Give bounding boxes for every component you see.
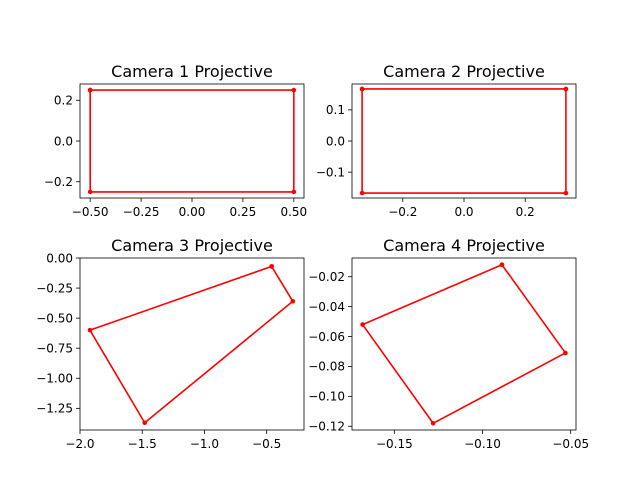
y-tick-label: −0.12 <box>308 420 345 434</box>
y-tick-label: 0.0 <box>326 134 345 148</box>
y-tick-label: 0.2 <box>54 94 73 108</box>
y-tick-label: −0.2 <box>44 175 73 189</box>
x-tick-label: 0.2 <box>516 205 535 219</box>
y-tick-label: −0.1 <box>316 165 345 179</box>
subplot-camera-3: Camera 3 Projective −2.0 −1.5 −1.0 −0.5 0.00… <box>36 236 305 451</box>
data-point <box>360 322 365 327</box>
y-tick-label: 0.1 <box>326 103 345 117</box>
subplot-title: Camera 4 Projective <box>383 236 545 255</box>
y-tick-label: −1.00 <box>36 372 73 386</box>
x-tick-label: 0.25 <box>230 205 257 219</box>
y-tick-label: −0.50 <box>36 311 73 325</box>
x-tick-label: 0.50 <box>280 205 307 219</box>
subplot-marks: −2.0 −1.5 −1.0 −0.5 0.00 −0.25 −0.50 −0.75 −1.00… <box>36 251 305 451</box>
y-tick-label: −0.10 <box>308 390 345 404</box>
data-point <box>142 420 148 426</box>
data-point <box>563 190 569 196</box>
x-tick-label: −0.5 <box>252 437 281 451</box>
axes-frame <box>351 257 577 431</box>
y-tick-label: −0.08 <box>308 360 345 374</box>
axes-frame <box>79 83 305 199</box>
x-tick-label: −1.5 <box>128 437 157 451</box>
data-point <box>499 262 505 268</box>
x-tick-label: −0.10 <box>464 437 501 451</box>
y-tick-label: −1.25 <box>36 402 73 416</box>
y-tick-label: −0.02 <box>308 270 345 284</box>
y-tick-label: −0.75 <box>36 342 73 356</box>
data-point <box>359 190 365 196</box>
subplot-marks: −0.50 −0.25 0.00 0.25 0.50 −0.2 0.0 0.2 <box>44 83 307 219</box>
x-tick-label: −0.25 <box>123 205 160 219</box>
x-tick-label: −2.0 <box>65 437 94 451</box>
x-tick-label: −1.0 <box>190 437 219 451</box>
y-tick-label: −0.06 <box>308 330 345 344</box>
data-point <box>563 86 569 92</box>
data-point <box>291 87 297 93</box>
data-point <box>87 189 93 195</box>
x-tick-label: 0.00 <box>179 205 206 219</box>
data-point <box>87 87 93 93</box>
data-point <box>430 420 436 426</box>
x-tick-label: −0.2 <box>388 205 417 219</box>
x-tick-label: −0.15 <box>376 437 413 451</box>
data-point <box>563 350 568 356</box>
data-point <box>87 327 93 333</box>
data-point <box>291 189 297 195</box>
data-point <box>359 86 365 92</box>
x-tick-label: −0.05 <box>552 437 589 451</box>
subplot-title: Camera 2 Projective <box>383 62 545 81</box>
axes-frame <box>79 257 305 431</box>
x-tick-label: 0.0 <box>454 205 473 219</box>
axes-frame <box>351 83 577 199</box>
subplot-camera-1: Camera 1 Projective −0.50 −0.25 0.00 0.25 0.… <box>44 62 307 219</box>
y-tick-label: 0.0 <box>54 134 73 148</box>
y-tick-label: 0.00 <box>46 251 73 265</box>
subplot-title: Camera 1 Projective <box>111 62 273 81</box>
subplot-title: Camera 3 Projective <box>111 236 273 255</box>
x-tick-label: −0.50 <box>72 205 109 219</box>
subplot-marks: −0.2 0.0 0.2 −0.1 0.0 0.1 <box>316 83 577 219</box>
data-point <box>290 299 296 304</box>
subplot-camera-4: Camera 4 Projective −0.15 −0.10 −0.05 −0.02… <box>308 236 589 451</box>
subplot-marks: −0.15 −0.10 −0.05 −0.02 −0.04 −0.06 −0.08 −0.10… <box>308 257 589 451</box>
y-tick-label: −0.25 <box>36 281 73 295</box>
subplot-camera-2: Camera 2 Projective −0.2 0.0 0.2 −0.1 0.0 0.1 <box>316 62 577 219</box>
data-point <box>269 264 274 269</box>
y-tick-label: −0.04 <box>308 300 345 314</box>
